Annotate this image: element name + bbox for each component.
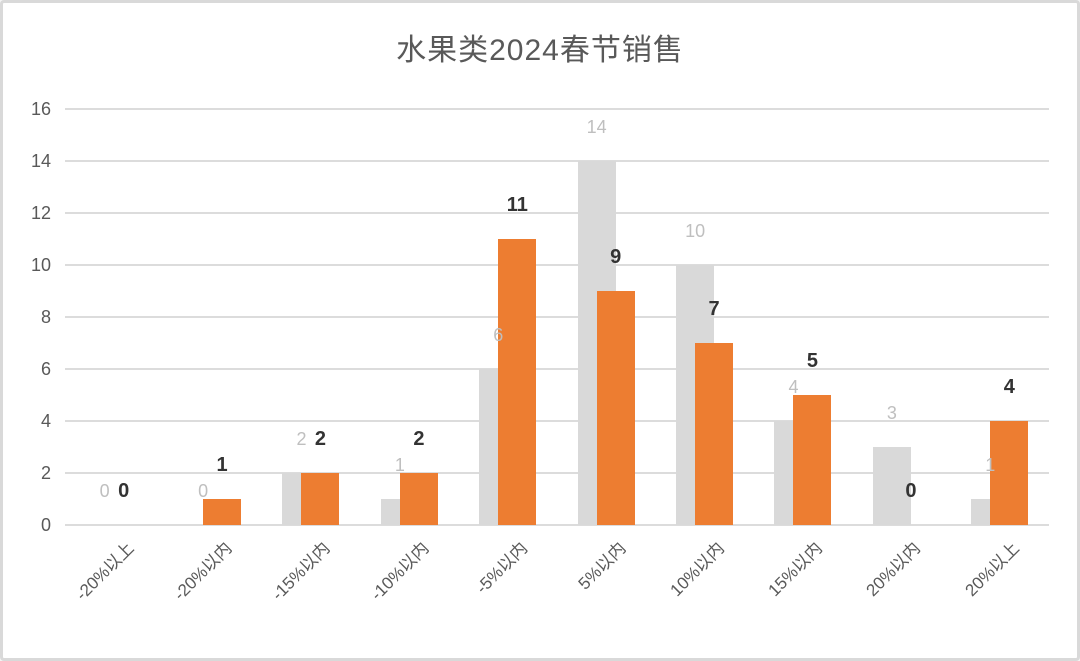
x-axis-category-label: -20%以内 <box>170 538 236 605</box>
category-cell: 1 2 -10%以内 <box>360 109 458 604</box>
y-axis-tick-label-2: 2 <box>40 463 51 483</box>
gray-data-label: 4 <box>788 377 799 397</box>
category-cell: 4 5 15%以内 <box>754 109 852 600</box>
x-axis-category-label: 20%以上 <box>961 538 1023 601</box>
y-axis-tick-label-16: 16 <box>30 99 51 119</box>
category-cell: 2 2 -15%以内 <box>262 109 360 604</box>
orange-data-label: 5 <box>806 350 819 372</box>
gray-data-label: 6 <box>493 325 504 345</box>
gray-data-label: 3 <box>886 403 897 423</box>
gridline-y-0 <box>65 524 1049 526</box>
gridline-y-6 <box>65 368 1049 370</box>
gray-data-label: 0 <box>99 481 110 501</box>
category-cell: 14 9 5%以内 <box>557 109 655 593</box>
category-cell: 0 0 -20%以上 <box>65 109 163 604</box>
orange-data-label: 9 <box>610 246 622 268</box>
orange-data-label: 2 <box>413 428 425 450</box>
gridline-y-12 <box>65 212 1049 214</box>
x-axis-category-label: 15%以内 <box>764 538 826 601</box>
orange-bar <box>498 239 537 525</box>
category-cell: 6 11 -5%以内 <box>459 109 557 597</box>
gridline-y-10 <box>65 264 1049 266</box>
gridline-y-8 <box>65 316 1049 318</box>
x-axis-category-label: 20%以内 <box>862 538 925 601</box>
orange-bar <box>399 473 438 525</box>
orange-data-label: 11 <box>506 194 528 216</box>
gray-bar <box>872 447 911 525</box>
category-cell: 3 0 20%以内 <box>852 109 950 600</box>
x-axis-category-label: -20%以上 <box>71 538 138 605</box>
gridline-y-2 <box>65 472 1049 474</box>
gray-data-label: 1 <box>985 455 996 475</box>
orange-bar <box>990 421 1029 525</box>
x-axis-category-label: -5%以内 <box>471 538 531 598</box>
orange-data-label: 0 <box>118 480 130 502</box>
orange-bar <box>301 473 340 525</box>
orange-bar <box>203 499 242 525</box>
y-axis-tick-label-0: 0 <box>40 515 51 535</box>
orange-data-label: 1 <box>216 454 228 476</box>
y-axis-tick-label-6: 6 <box>40 359 51 379</box>
gray-data-label: 14 <box>586 117 607 137</box>
x-axis-category-label: -15%以内 <box>268 538 334 605</box>
gray-data-label: 10 <box>685 221 706 241</box>
y-axis-tick-label-14: 14 <box>30 151 51 171</box>
y-axis-tick-label-4: 4 <box>40 411 51 431</box>
category-cell: 10 7 10%以内 <box>655 109 753 600</box>
orange-data-label: 4 <box>1003 376 1015 398</box>
x-axis-category-label: -10%以内 <box>366 538 433 605</box>
orange-bar <box>793 395 832 525</box>
category-cell: 1 4 20%以上 <box>951 109 1049 600</box>
orange-data-label: 2 <box>314 428 327 450</box>
gray-data-label: 1 <box>394 455 405 475</box>
category-cell: 0 1 -20%以内 <box>163 109 261 604</box>
orange-bar <box>596 291 635 525</box>
orange-bar <box>695 343 734 525</box>
gray-data-label: 2 <box>296 429 307 449</box>
x-axis-category-label: 5%以内 <box>574 538 630 594</box>
orange-data-label: 0 <box>905 480 917 502</box>
gridline-y-14 <box>65 160 1049 162</box>
chart-title: 水果类2024春节销售 <box>396 34 684 67</box>
y-axis-tick-label-10: 10 <box>30 255 51 275</box>
gridline-y-4 <box>65 420 1049 422</box>
orange-data-label: 7 <box>708 298 720 320</box>
gridline-y-16 <box>65 108 1049 110</box>
gray-data-label: 0 <box>198 481 209 501</box>
y-axis-tick-label-8: 8 <box>40 307 51 327</box>
plot-area: 0 2 4 6 8 10 12 14 16 0 0 -20%以上 0 1 -20%以内 2 2 -15%以内 1 2-… <box>31 99 1049 604</box>
x-axis-category-label: 10%以内 <box>666 538 728 601</box>
y-axis-tick-label-12: 12 <box>30 203 51 223</box>
